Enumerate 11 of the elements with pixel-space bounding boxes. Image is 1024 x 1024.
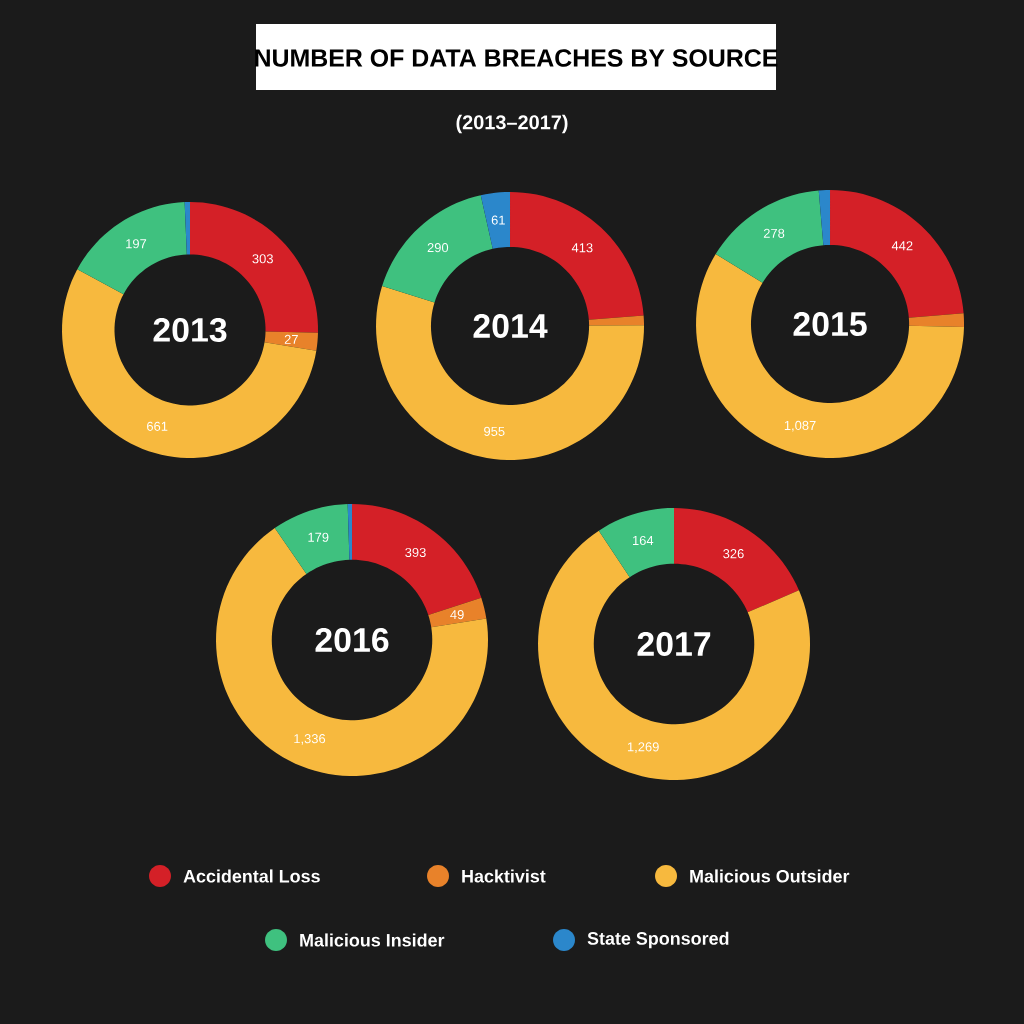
legend-label: Hacktivist <box>462 869 546 883</box>
text: 2016 <box>315 627 389 652</box>
legend-label: Malicious Outsider <box>690 869 850 883</box>
text: (2013–2017) <box>456 114 568 134</box>
text: 2015 <box>793 311 867 336</box>
text: 2017 <box>637 631 711 656</box>
text: 2013 <box>153 317 227 342</box>
legend-label: Malicious Insider <box>300 933 445 947</box>
legend-label: Accidental Loss <box>183 869 320 883</box>
legend-label: State Sponsored <box>587 931 729 949</box>
text: 2014 <box>473 313 548 338</box>
